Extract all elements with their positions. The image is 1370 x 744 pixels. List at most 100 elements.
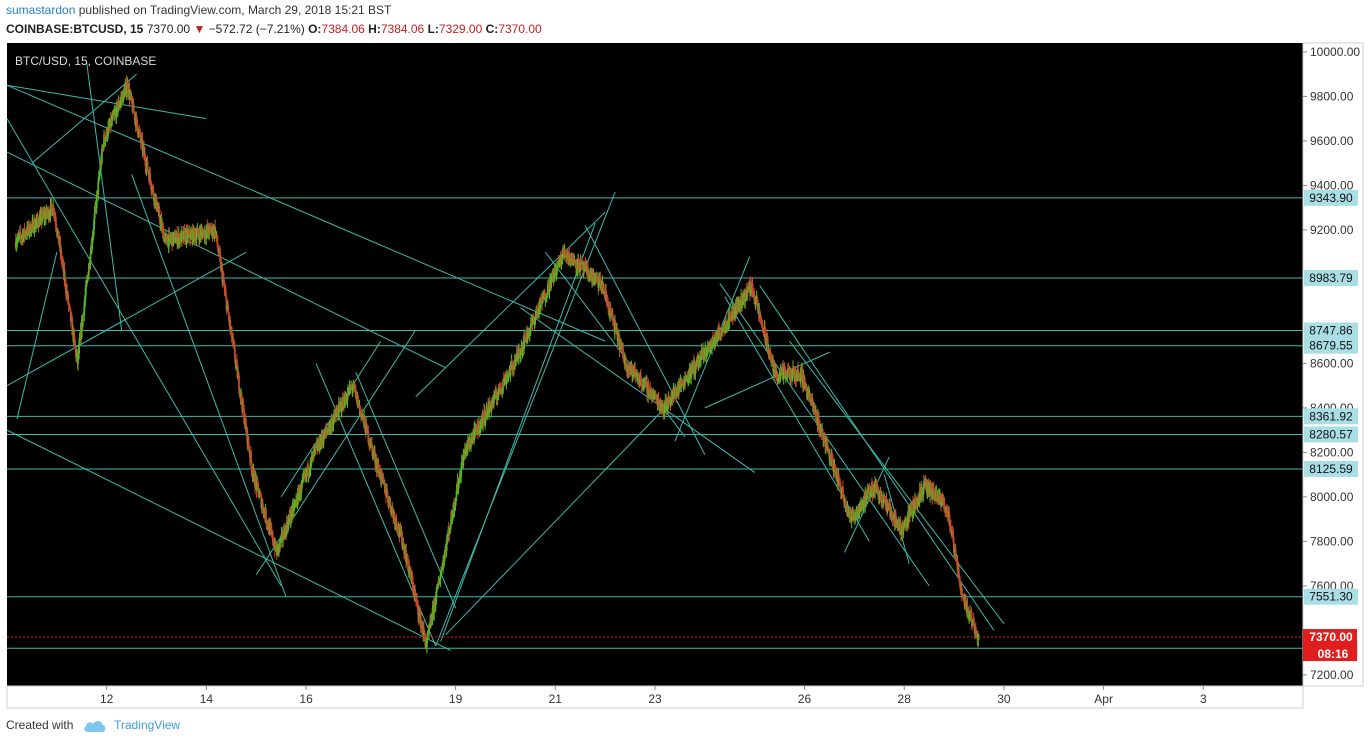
candle-body xyxy=(291,504,294,515)
candle-body xyxy=(775,370,778,376)
candle-body xyxy=(564,250,566,255)
candle-body xyxy=(914,499,917,503)
candle-body xyxy=(457,483,460,489)
trendline xyxy=(415,211,606,398)
candle-body xyxy=(281,532,284,540)
price-axis[interactable] xyxy=(1302,42,1364,687)
candle-body xyxy=(488,403,491,414)
candle-body xyxy=(309,458,312,469)
candle-body xyxy=(333,413,335,420)
candle-body xyxy=(98,172,101,177)
candle-body xyxy=(834,464,836,469)
candle-body xyxy=(361,414,363,417)
candle-body xyxy=(877,494,880,498)
candle-body xyxy=(968,616,970,618)
candle-body xyxy=(765,335,768,346)
candle-body xyxy=(196,231,198,236)
candle-body xyxy=(54,218,57,225)
candle-body xyxy=(791,370,794,380)
candle-body xyxy=(335,411,338,414)
candle-body xyxy=(696,357,699,360)
candle-body xyxy=(167,233,170,247)
candle-body xyxy=(53,212,56,214)
candle-body xyxy=(111,116,114,122)
plot-area[interactable] xyxy=(7,43,1303,686)
candle-body xyxy=(102,145,104,150)
candle-body xyxy=(363,416,366,423)
candle-body xyxy=(75,348,77,358)
tradingview-link[interactable]: TradingView xyxy=(114,718,181,732)
candle-body xyxy=(335,413,337,417)
candle-body xyxy=(887,504,890,509)
candle-body xyxy=(126,82,129,93)
candle-body xyxy=(183,230,185,239)
candle-body xyxy=(97,176,100,182)
candle-body xyxy=(943,505,946,508)
candle-body xyxy=(831,458,834,463)
candle-body xyxy=(912,502,914,514)
candle-body xyxy=(524,339,527,342)
candle-body xyxy=(769,352,772,360)
candle-body xyxy=(474,427,477,430)
countdown-label: 08:16 xyxy=(1318,647,1349,661)
candle-body xyxy=(344,395,347,400)
candle-body xyxy=(806,388,808,397)
candle-body xyxy=(455,490,458,498)
candle-body xyxy=(232,343,235,346)
candle-body xyxy=(509,365,512,376)
candle-body xyxy=(918,502,921,504)
candle-body xyxy=(577,259,579,270)
candle-body xyxy=(507,373,510,378)
author-link[interactable]: sumastardon xyxy=(6,3,76,17)
candle-body xyxy=(637,379,640,381)
candle-body xyxy=(61,261,64,263)
candle-body xyxy=(931,493,934,499)
candle-body xyxy=(622,349,625,359)
candle-body xyxy=(87,271,90,280)
candle-body xyxy=(236,360,238,365)
candle-body xyxy=(63,268,66,281)
candle-body xyxy=(750,280,752,287)
footer: Created with TradingView xyxy=(6,718,180,733)
candle-body xyxy=(119,103,121,106)
candle-body xyxy=(809,393,812,400)
candle-body xyxy=(151,187,154,190)
candle-body xyxy=(669,401,671,406)
candle-body xyxy=(352,386,355,388)
candle-body xyxy=(503,376,506,385)
candle-body xyxy=(98,176,101,178)
candle-body xyxy=(233,348,236,359)
candle-body xyxy=(270,529,273,534)
candle-body xyxy=(62,263,65,273)
candles xyxy=(14,74,980,654)
candle-body xyxy=(214,226,217,235)
candle-body xyxy=(449,526,452,529)
candle-body xyxy=(446,536,449,542)
candle-body xyxy=(706,345,709,353)
candle-body xyxy=(620,345,623,347)
candle-body xyxy=(501,389,504,391)
trendline xyxy=(704,351,830,409)
candle-body xyxy=(629,367,631,370)
candle-body xyxy=(296,503,299,505)
candle-body xyxy=(47,209,50,219)
candle-body xyxy=(869,490,872,496)
candle-body xyxy=(331,422,334,429)
candle-body xyxy=(877,487,880,495)
candle-body xyxy=(881,495,884,501)
candle-body xyxy=(280,537,282,543)
level-label: 8280.57 xyxy=(1309,427,1353,441)
candle-body xyxy=(543,292,546,294)
candle-body xyxy=(645,380,647,384)
candle-body xyxy=(504,376,507,378)
price-chart[interactable]: 10000.00 9800.00 9600.00 9400.00 9200.00 8600… xyxy=(0,0,1370,710)
candle-body xyxy=(561,254,564,260)
candle-body xyxy=(661,406,664,410)
candle-body xyxy=(753,291,755,300)
candle-body xyxy=(409,569,412,577)
candle-body xyxy=(865,501,868,503)
candle-body xyxy=(51,208,53,216)
candle-body xyxy=(440,570,442,575)
candle-body xyxy=(547,283,549,295)
candle-body xyxy=(762,328,765,332)
